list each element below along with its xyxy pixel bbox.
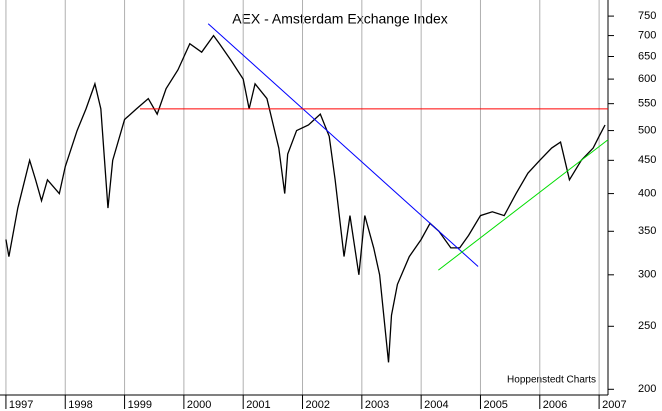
y-tick-label: 500 <box>638 124 656 136</box>
x-tick-label: 1997 <box>9 399 33 411</box>
x-tick-label: 2002 <box>306 399 330 411</box>
x-tick-label: 2005 <box>483 399 507 411</box>
y-tick-label: 350 <box>638 225 656 237</box>
x-tick-label: 2007 <box>602 399 626 411</box>
y-tick-label: 400 <box>638 187 656 199</box>
series-line <box>207 23 479 267</box>
x-tick-label: 1998 <box>68 399 92 411</box>
y-tick-label: 650 <box>638 50 656 62</box>
y-tick-label: 250 <box>638 320 656 332</box>
x-tick-label: 2003 <box>365 399 389 411</box>
x-tick-label: 2006 <box>543 399 567 411</box>
series-line <box>5 34 606 363</box>
y-tick-label: 200 <box>638 383 656 395</box>
y-tick-label: 700 <box>638 29 656 41</box>
y-tick-label: 450 <box>638 154 656 166</box>
y-tick-label: 550 <box>638 98 656 110</box>
y-tick-label: 600 <box>638 73 656 85</box>
y-tick-label: 300 <box>638 269 656 281</box>
x-tick-label: 2004 <box>424 399 448 411</box>
x-tick-label: 1999 <box>128 399 152 411</box>
series-line <box>438 139 609 271</box>
x-tick-label: 2000 <box>187 399 211 411</box>
source-note: Hoppenstedt Charts <box>507 375 596 386</box>
chart-title: AEX - Amsterdam Exchange Index <box>232 11 448 27</box>
x-tick-label: 2001 <box>246 399 270 411</box>
y-tick-label: 750 <box>638 10 656 22</box>
